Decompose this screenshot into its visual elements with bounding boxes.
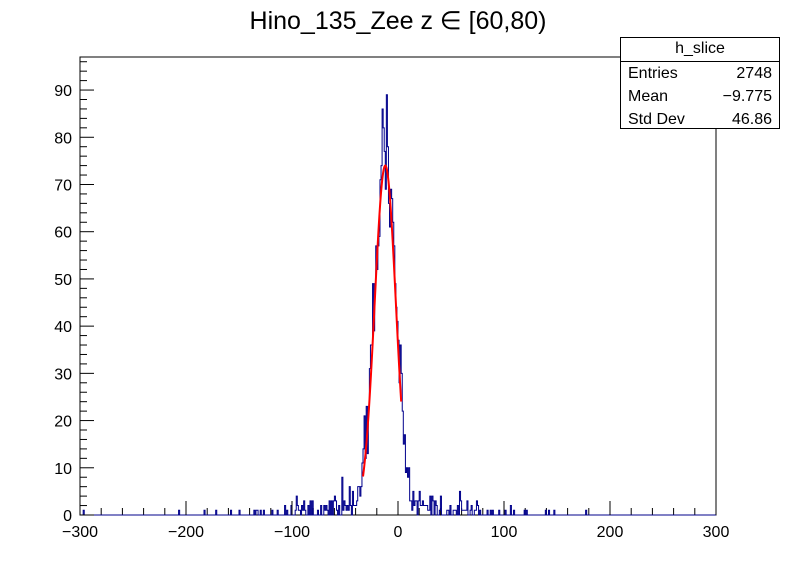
y-tick-label: 10	[54, 461, 72, 478]
x-tick-label: 100	[491, 524, 518, 541]
x-tick-label: −100	[274, 524, 310, 541]
stats-label: Entries	[628, 65, 678, 82]
stats-value: 46.86	[731, 111, 772, 128]
stats-label: Std Dev	[628, 111, 685, 128]
stats-value: −9.775	[722, 88, 772, 105]
y-tick-label: 50	[54, 272, 72, 289]
x-tick-label: −300	[62, 524, 98, 541]
x-axis-ticks: −300 −200 −100 0 100 200 300	[62, 501, 729, 541]
x-tick-label: 200	[597, 524, 624, 541]
y-tick-label: 80	[54, 130, 72, 147]
stats-box-title: h_slice	[621, 38, 779, 62]
stats-label: Mean	[628, 88, 669, 105]
x-tick-label: 0	[394, 524, 403, 541]
y-tick-label: 30	[54, 366, 72, 383]
y-tick-label: 70	[54, 177, 72, 194]
y-tick-label: 0	[63, 508, 72, 525]
y-tick-label: 40	[54, 319, 72, 336]
x-tick-label: −200	[168, 524, 204, 541]
fit-curve	[362, 164, 403, 477]
y-tick-label: 60	[54, 225, 72, 242]
y-tick-label: 20	[54, 414, 72, 431]
stats-row-entries: Entries 2748	[621, 62, 779, 85]
chart-title: Hino_135_Zee z ∈ [60,80)	[249, 7, 547, 35]
stats-row-stddev: Std Dev 46.86	[621, 108, 779, 131]
stats-value: 2748	[736, 65, 772, 82]
x-tick-label: 300	[703, 524, 730, 541]
stats-box: h_slice Entries 2748 Mean −9.775 Std Dev…	[620, 37, 780, 129]
stats-row-mean: Mean −9.775	[621, 85, 779, 108]
histogram-series	[80, 94, 716, 516]
y-tick-label: 90	[54, 83, 72, 100]
y-axis-ticks: 0 10 20 30 40 50 60 70 80 90	[54, 83, 94, 525]
